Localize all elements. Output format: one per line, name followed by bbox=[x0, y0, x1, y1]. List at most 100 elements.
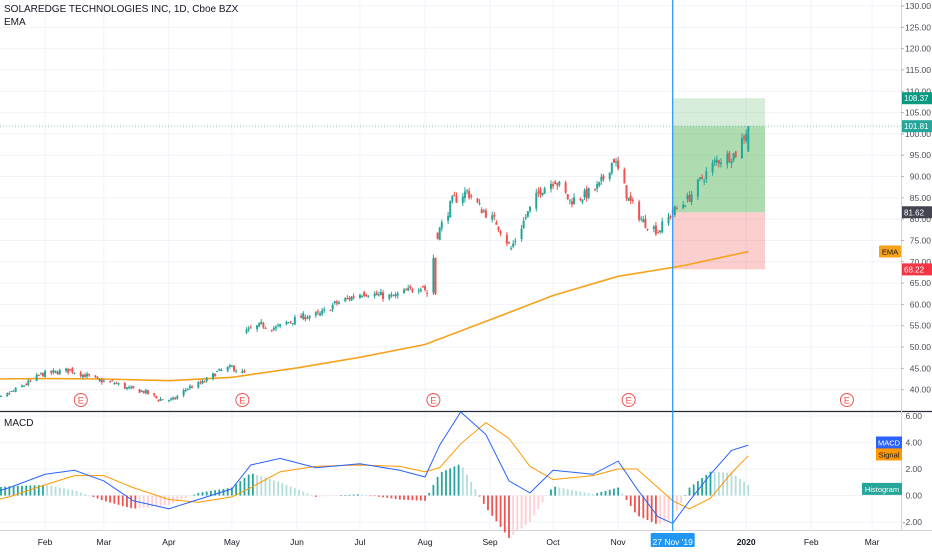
candle-body bbox=[478, 203, 481, 205]
histogram-bar bbox=[298, 489, 300, 496]
histogram-bar bbox=[411, 495, 414, 501]
histogram-bar bbox=[491, 495, 494, 516]
candle-body bbox=[212, 373, 214, 379]
candle-body bbox=[226, 367, 229, 371]
candle-body bbox=[117, 383, 120, 385]
candle-body bbox=[526, 211, 529, 217]
histogram-bar bbox=[214, 490, 216, 496]
histogram-bar bbox=[67, 489, 70, 496]
x-tick-label: Feb bbox=[804, 537, 819, 547]
histogram-bar bbox=[63, 488, 65, 496]
candle-body bbox=[495, 221, 498, 225]
histogram-bar bbox=[592, 494, 594, 496]
earnings-marker[interactable] bbox=[73, 393, 88, 407]
histogram-bar bbox=[58, 487, 61, 496]
histogram-bar bbox=[722, 472, 724, 496]
y-tick-label: 125.00 bbox=[905, 22, 931, 32]
candle-body bbox=[344, 298, 347, 302]
candle-body bbox=[279, 324, 282, 327]
y-tick-label: 70.00 bbox=[910, 257, 932, 267]
candlestick-series bbox=[0, 126, 750, 403]
histogram-bar bbox=[617, 487, 620, 496]
histogram-bar bbox=[285, 484, 288, 496]
histogram-bar bbox=[436, 476, 439, 496]
histogram-bar bbox=[126, 495, 128, 508]
candle-body bbox=[608, 172, 611, 180]
candle-body bbox=[541, 192, 544, 196]
candle-body bbox=[373, 293, 376, 297]
earnings-marker[interactable] bbox=[839, 393, 854, 407]
histogram-bar bbox=[12, 486, 15, 496]
candle-body bbox=[335, 301, 338, 304]
y-tick-label: 60.00 bbox=[910, 299, 932, 309]
crosshair-date-label: 27 Nov '19 bbox=[653, 537, 694, 547]
candle-body bbox=[272, 328, 275, 330]
histogram-bar bbox=[25, 485, 28, 496]
candle-body bbox=[73, 372, 76, 374]
histogram-bar bbox=[415, 495, 418, 501]
candle-body bbox=[434, 257, 437, 295]
target-zone-remaining bbox=[672, 98, 766, 127]
x-tick-label: Sep bbox=[483, 537, 498, 547]
candle-body bbox=[184, 390, 187, 392]
histogram-bar bbox=[193, 494, 196, 496]
candle-body bbox=[56, 371, 59, 375]
macd-legend-box bbox=[876, 436, 902, 449]
price-label-entry: 81.62 bbox=[904, 208, 925, 217]
histogram-bar bbox=[508, 495, 510, 538]
candle-body bbox=[573, 197, 576, 205]
earnings-marker[interactable] bbox=[235, 393, 250, 407]
candle-body bbox=[537, 191, 540, 194]
candle-body bbox=[564, 182, 567, 193]
position-tool[interactable] bbox=[0, 98, 901, 270]
candle-body bbox=[743, 136, 746, 139]
candle-body bbox=[451, 196, 454, 202]
earnings-marker-label: E bbox=[239, 396, 245, 406]
candle-body bbox=[520, 228, 523, 240]
candle-body bbox=[111, 380, 114, 382]
histogram-bar bbox=[289, 486, 292, 496]
indicator-label-macd[interactable]: MACD bbox=[4, 418, 34, 429]
candle-body bbox=[247, 328, 250, 330]
histogram-bar bbox=[520, 495, 523, 529]
candle-body bbox=[629, 195, 632, 201]
candle-body bbox=[132, 386, 135, 389]
candle-body bbox=[100, 379, 103, 383]
candle-body bbox=[144, 389, 147, 394]
indicator-label-ema[interactable]: EMA bbox=[4, 17, 26, 28]
candle-body bbox=[419, 289, 422, 292]
candle-body bbox=[424, 286, 427, 290]
candle-body bbox=[449, 201, 452, 218]
candle-body bbox=[587, 188, 590, 198]
candle-body bbox=[128, 387, 131, 389]
histogram-bar bbox=[147, 495, 149, 508]
candle-body bbox=[673, 206, 676, 216]
histogram-bar bbox=[541, 495, 544, 503]
candle-body bbox=[675, 208, 678, 210]
candle-body bbox=[140, 390, 143, 392]
candle-body bbox=[403, 289, 406, 294]
ema-axis-label: EMA bbox=[882, 248, 898, 257]
price-label-target: 108.37 bbox=[904, 94, 929, 103]
candle-body bbox=[86, 373, 89, 377]
candle-body bbox=[421, 285, 424, 287]
earnings-marker[interactable] bbox=[426, 393, 441, 407]
histogram-bar bbox=[478, 495, 481, 497]
earnings-marker-label: E bbox=[844, 396, 850, 406]
histogram-bar bbox=[705, 474, 708, 496]
candle-body bbox=[218, 368, 221, 371]
histogram-bar bbox=[734, 475, 737, 496]
histogram-bar bbox=[92, 495, 95, 498]
candle-body bbox=[289, 321, 292, 323]
candle-body bbox=[407, 287, 410, 291]
candle-body bbox=[170, 398, 173, 400]
candle-body bbox=[176, 396, 179, 399]
ema-axis-box bbox=[879, 245, 901, 258]
histogram-bar bbox=[323, 495, 326, 497]
earnings-marker[interactable] bbox=[621, 393, 636, 407]
y-tick-label: 40.00 bbox=[910, 385, 932, 395]
candle-body bbox=[705, 171, 708, 180]
